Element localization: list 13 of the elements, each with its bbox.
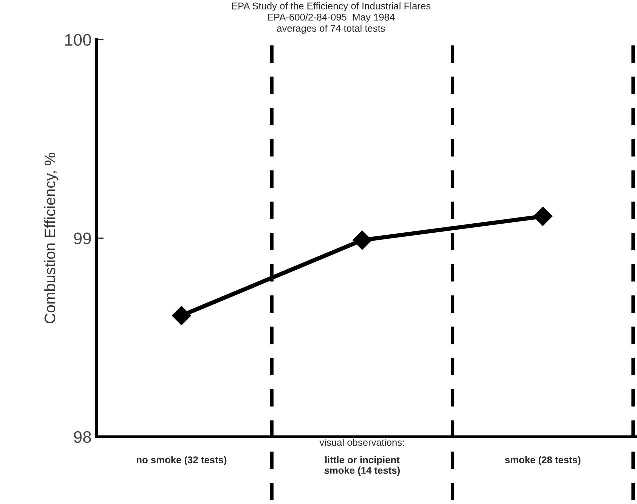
y-tick-label: 98 <box>74 431 92 444</box>
text: visual observations: <box>320 438 404 446</box>
y-tick-label: 100 <box>65 34 92 46</box>
y-tick-label: 99 <box>74 232 92 245</box>
point <box>172 306 192 326</box>
chart-title: EPA Study of the Efficiency of Industrial Flares <box>232 2 431 12</box>
x-tick-label: no smoke (32 tests) <box>136 456 227 466</box>
chart-subtitle: EPA-600/2-84-095 May 1984 averages of 74 total tests <box>268 14 395 34</box>
y-axis-title: Combustion Efficiency, % <box>44 153 59 324</box>
x-tick-label: little or incipient smoke (14 tests) <box>324 456 400 476</box>
x-tick-label: smoke (28 tests) <box>505 456 581 466</box>
point <box>534 207 553 226</box>
point <box>352 230 372 250</box>
